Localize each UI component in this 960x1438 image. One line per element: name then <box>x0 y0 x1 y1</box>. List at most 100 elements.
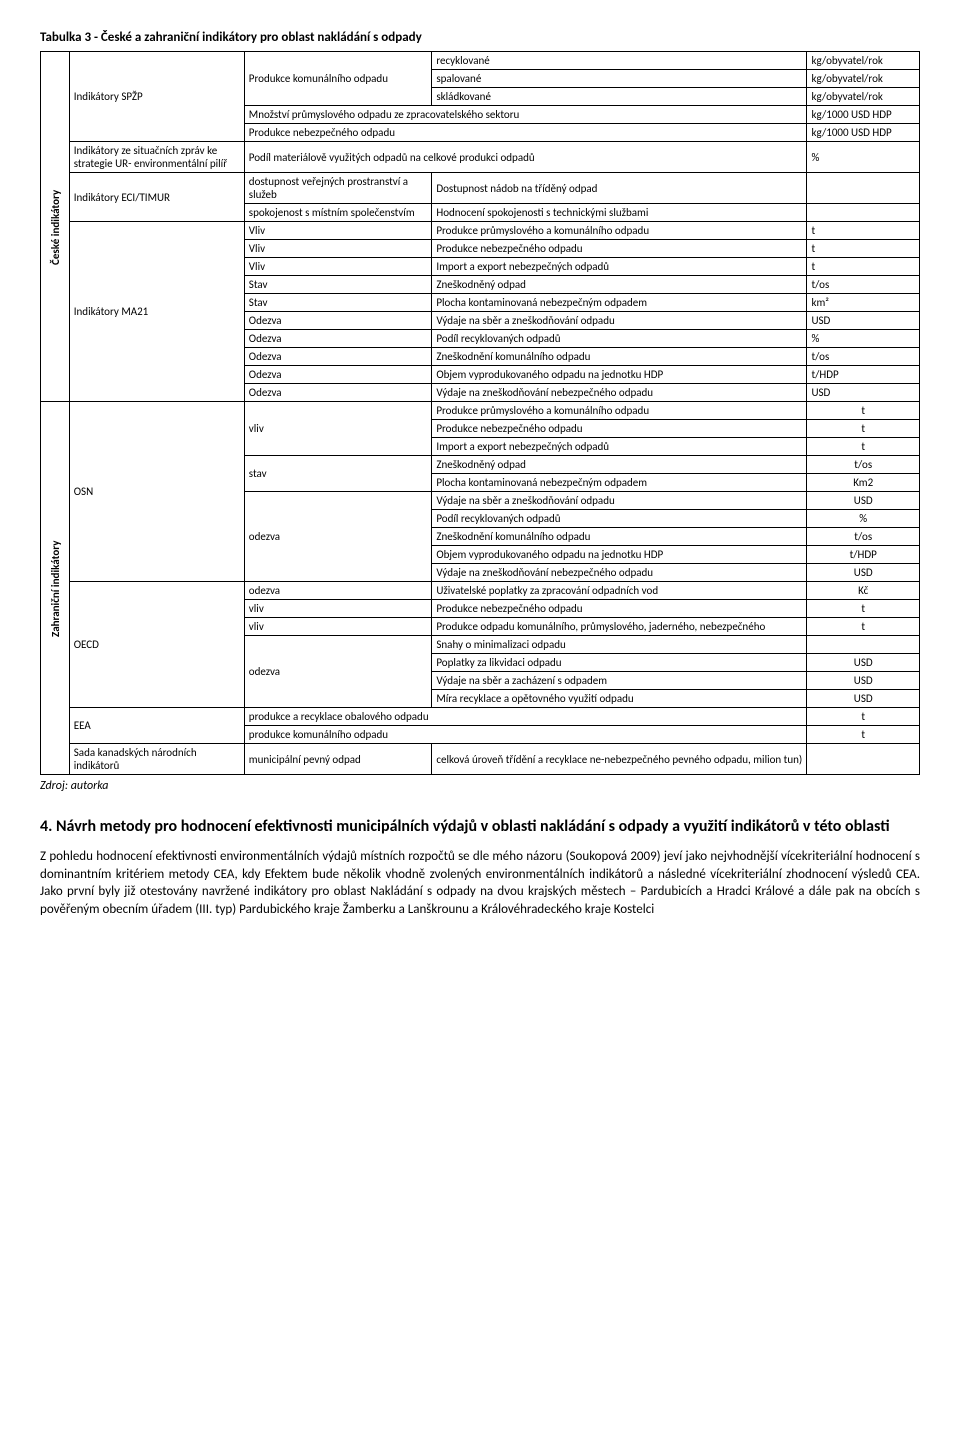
cell: vliv <box>244 600 432 618</box>
cell: stav <box>244 456 432 492</box>
cell: Dostupnost nádob na tříděný odpad <box>432 173 807 204</box>
cell: recyklované <box>432 52 807 70</box>
cell: Výdaje na zneškodňování nebezpečného odp… <box>432 384 807 402</box>
group-situ: Indikátory ze situačních zpráv ke strate… <box>69 142 244 173</box>
group-spzp: Indikátory SPŽP <box>69 52 244 142</box>
cell: kg/1000 USD HDP <box>807 124 920 142</box>
cell: odezva <box>244 582 432 600</box>
cell <box>807 744 920 775</box>
cell: USD <box>807 690 920 708</box>
cell: t/os <box>807 348 920 366</box>
cell: Produkce komunálního odpadu <box>244 52 432 106</box>
cell: Výdaje na sběr a zacházení s odpadem <box>432 672 807 690</box>
cell: t <box>807 726 920 744</box>
cell: Hodnocení spokojenosti s technickými slu… <box>432 204 807 222</box>
group-eci: Indikátory ECI/TIMUR <box>69 173 244 222</box>
cell: Zneškodněný odpad <box>432 456 807 474</box>
cell: Zneškodnění komunálního odpadu <box>432 348 807 366</box>
cell: Výdaje na sběr a zneškodňování odpadu <box>432 312 807 330</box>
cell: t <box>807 708 920 726</box>
cell: t/os <box>807 276 920 294</box>
cell: kg/obyvatel/rok <box>807 88 920 106</box>
cell: USD <box>807 564 920 582</box>
cell: Km2 <box>807 474 920 492</box>
cell: vliv <box>244 402 432 456</box>
body-paragraph: Z pohledu hodnocení efektivnosti environ… <box>40 848 920 918</box>
group-kanada: Sada kanadských národních indikátorů <box>69 744 244 775</box>
cell: Plocha kontaminovaná nebezpečným odpadem <box>432 474 807 492</box>
cell: t <box>807 438 920 456</box>
cell <box>807 173 920 204</box>
cell: USD <box>807 384 920 402</box>
cell: Odezva <box>244 366 432 384</box>
cell: Import a export nebezpečných odpadů <box>432 438 807 456</box>
cell: % <box>807 510 920 528</box>
source: Zdroj: autorka <box>40 779 920 793</box>
cell: % <box>807 142 920 173</box>
cell: USD <box>807 492 920 510</box>
cell: Kč <box>807 582 920 600</box>
cell: Produkce nebezpečného odpadu <box>244 124 807 142</box>
cell: Zneškodněný odpad <box>432 276 807 294</box>
cell: Odezva <box>244 330 432 348</box>
cell: t/HDP <box>807 366 920 384</box>
cell: t <box>807 240 920 258</box>
cell: Produkce nebezpečného odpadu <box>432 240 807 258</box>
cell: vliv <box>244 618 432 636</box>
group-eea: EEA <box>69 708 244 744</box>
cell: Uživatelské poplatky za zpracování odpad… <box>432 582 807 600</box>
cell: dostupnost veřejných prostranství a služ… <box>244 173 432 204</box>
vcat-foreign: Zahraniční indikátory <box>41 402 70 775</box>
cell: Vliv <box>244 258 432 276</box>
cell: Plocha kontaminovaná nebezpečným odpadem <box>432 294 807 312</box>
cell: produkce a recyklace obalového odpadu <box>244 708 807 726</box>
cell: odezva <box>244 636 432 708</box>
cell: odezva <box>244 492 432 582</box>
cell: Produkce nebezpečného odpadu <box>432 600 807 618</box>
cell: Produkce odpadu komunálního, průmyslovéh… <box>432 618 807 636</box>
group-ma21: Indikátory MA21 <box>69 222 244 402</box>
cell: USD <box>807 312 920 330</box>
cell: Odezva <box>244 384 432 402</box>
cell: t <box>807 222 920 240</box>
cell: t/os <box>807 456 920 474</box>
cell: Produkce průmyslového a komunálního odpa… <box>432 222 807 240</box>
cell: spokojenost s místním společenstvím <box>244 204 432 222</box>
cell: municipální pevný odpad <box>244 744 432 775</box>
cell: Vliv <box>244 222 432 240</box>
cell: Produkce nebezpečného odpadu <box>432 420 807 438</box>
cell: kg/1000 USD HDP <box>807 106 920 124</box>
cell: USD <box>807 654 920 672</box>
cell: produkce komunálního odpadu <box>244 726 807 744</box>
indicator-table: České indikátory Indikátory SPŽP Produkc… <box>40 51 920 775</box>
cell: t <box>807 420 920 438</box>
cell: Import a export nebezpečných odpadů <box>432 258 807 276</box>
table-title: Tabulka 3 - České a zahraniční indikátor… <box>40 30 920 45</box>
cell: t <box>807 402 920 420</box>
cell: Vliv <box>244 240 432 258</box>
cell: Odezva <box>244 348 432 366</box>
cell: t <box>807 600 920 618</box>
cell: Stav <box>244 276 432 294</box>
cell: Produkce průmyslového a komunálního odpa… <box>432 402 807 420</box>
cell <box>807 636 920 654</box>
cell: Míra recyklace a opětovného využití odpa… <box>432 690 807 708</box>
cell: Poplatky za likvidaci odpadu <box>432 654 807 672</box>
cell: kg/obyvatel/rok <box>807 52 920 70</box>
cell: t <box>807 258 920 276</box>
cell: skládkované <box>432 88 807 106</box>
cell: Podíl materiálově využitých odpadů na ce… <box>244 142 807 173</box>
cell: Objem vyprodukovaného odpadu na jednotku… <box>432 366 807 384</box>
group-osn: OSN <box>69 402 244 582</box>
cell: t <box>807 618 920 636</box>
cell: t/os <box>807 528 920 546</box>
cell: spalované <box>432 70 807 88</box>
cell: celková úroveň třídění a recyklace ne-ne… <box>432 744 807 775</box>
cell: Zneškodnění komunálního odpadu <box>432 528 807 546</box>
cell: Snahy o minimalizaci odpadu <box>432 636 807 654</box>
cell: kg/obyvatel/rok <box>807 70 920 88</box>
cell: USD <box>807 672 920 690</box>
cell: Stav <box>244 294 432 312</box>
cell: Výdaje na sběr a zneškodňování odpadu <box>432 492 807 510</box>
cell: Množství průmyslového odpadu ze zpracova… <box>244 106 807 124</box>
